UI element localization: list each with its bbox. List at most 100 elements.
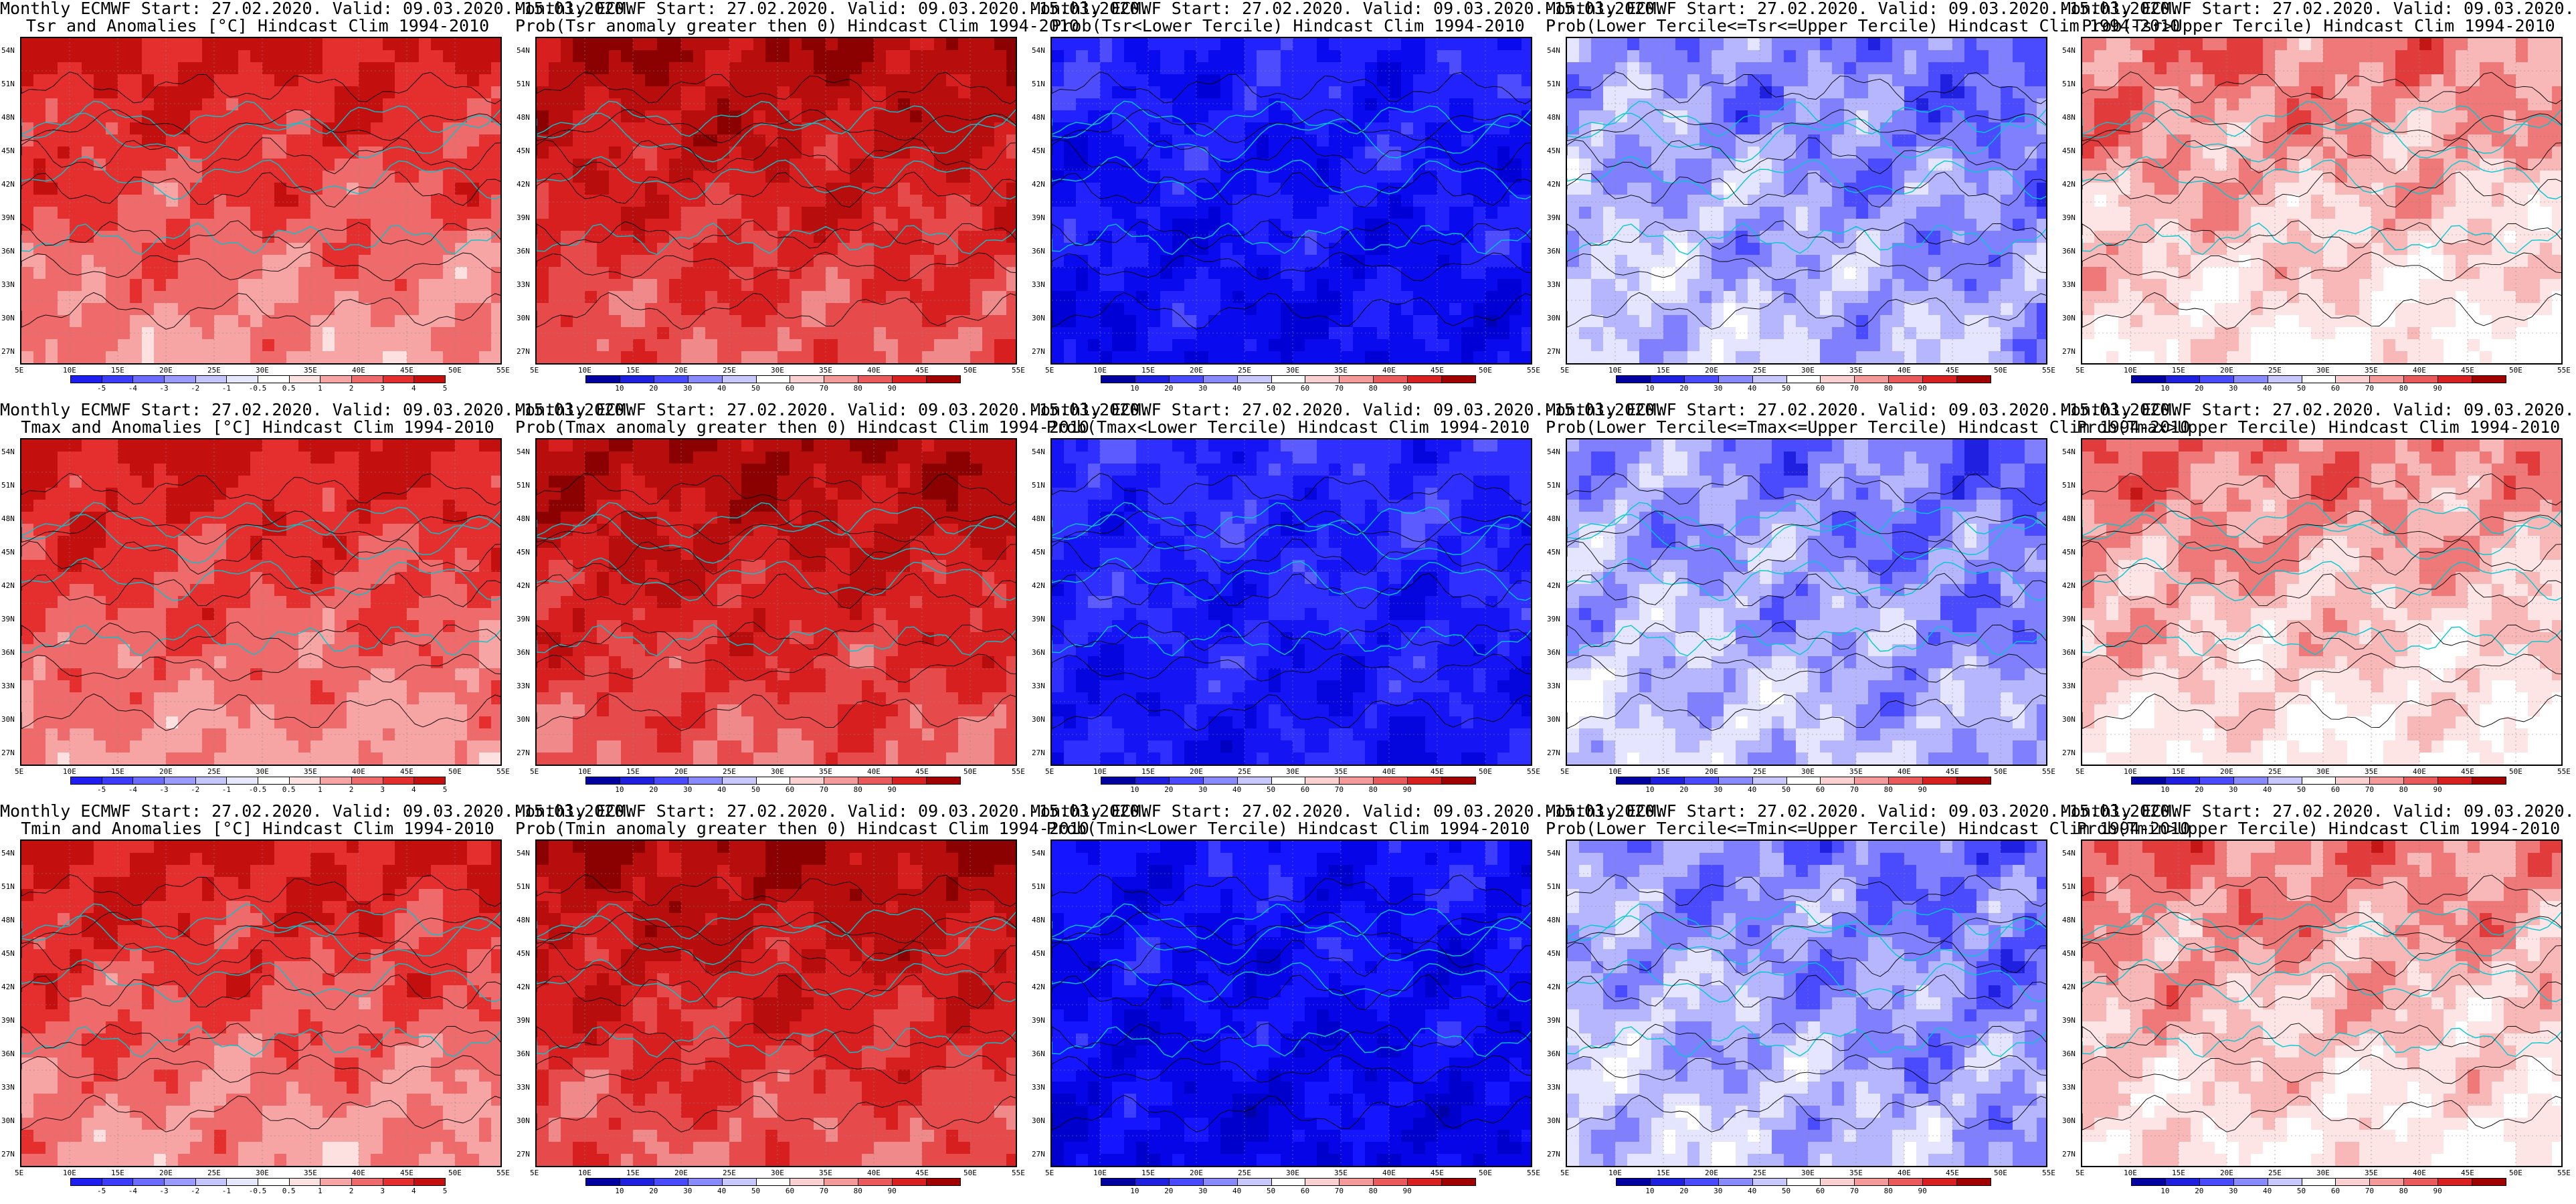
colorbar-swatch <box>1373 375 1408 383</box>
latitude-label: 51N <box>1032 80 1045 88</box>
latitude-label: 54N <box>1032 46 1045 55</box>
colorbar-swatch <box>195 375 227 383</box>
latitude-label: 30N <box>1032 1116 1045 1125</box>
colorbar-swatch <box>1101 375 1135 383</box>
colorbar-tick-label: 20 <box>1679 1187 1689 1195</box>
latitude-label: 48N <box>2062 916 2076 924</box>
panel-title-line1: Monthly ECMWF Start: 27.02.2020. Valid: … <box>1546 801 2181 821</box>
colorbar-swatch <box>2301 375 2336 383</box>
longitude-label: 45E <box>2461 1169 2474 1177</box>
latitude-label: 54N <box>1 46 15 55</box>
colorbar-swatch <box>132 375 165 383</box>
latitude-label: 51N <box>1032 481 1045 490</box>
colorbar-tick-label: -1 <box>221 1187 231 1195</box>
colorbar-swatch <box>926 777 961 785</box>
latitude-label: 27N <box>517 1150 530 1159</box>
panel-title-line2: Prob(Tmax anomaly greater then 0) Hindca… <box>515 417 1089 437</box>
colorbar-tick-label: 30 <box>1714 785 1723 794</box>
colorbar-swatch <box>1683 375 1719 383</box>
latitude-label: 36N <box>1032 1049 1045 1058</box>
colorbar-swatch <box>755 1178 791 1186</box>
colorbar-swatch <box>2131 777 2166 785</box>
latitude-label: 30N <box>517 715 530 724</box>
latitude-label: 39N <box>2062 1016 2076 1025</box>
map-field <box>537 439 1016 765</box>
longitude-label: 25E <box>1238 366 1251 375</box>
colorbar-tick-label: 90 <box>1402 785 1412 794</box>
longitude-label: 15E <box>626 1169 640 1177</box>
latitude-label: 33N <box>2062 280 2076 289</box>
colorbar-tick-label: 40 <box>717 1187 727 1195</box>
colorbar-tick-label: 60 <box>785 785 795 794</box>
colorbar-swatch <box>413 1178 446 1186</box>
longitude-label: 25E <box>2268 1169 2282 1177</box>
panel-title-line2: Prob(Tsr>Upper Tercile) Hindcast Clim 19… <box>2082 16 2555 35</box>
longitude-label: 55E <box>1527 767 1540 776</box>
colorbar-swatch <box>288 1178 321 1186</box>
colorbar-swatch <box>1718 375 1753 383</box>
longitude-label: 40E <box>1898 1169 1911 1177</box>
longitude-label: 5E <box>1045 1169 1054 1177</box>
latitude-label: 33N <box>517 1083 530 1092</box>
colorbar-swatch <box>2472 777 2506 785</box>
map-field <box>2082 38 2561 363</box>
colorbar-swatch <box>351 375 383 383</box>
colorbar-tick-label: 40 <box>1232 785 1242 794</box>
colorbar-swatch <box>132 777 165 785</box>
colorbar-swatch <box>1752 1178 1787 1186</box>
longitude-label: 30E <box>1286 767 1299 776</box>
colorbar-tick-label: 70 <box>2365 384 2374 393</box>
colorbar-swatch <box>1683 777 1719 785</box>
longitude-label: 15E <box>626 366 640 375</box>
longitude-label: 35E <box>2365 1169 2378 1177</box>
latitude-label: 45N <box>2062 548 2076 557</box>
colorbar-tick-label: 20 <box>2195 384 2204 393</box>
map-plot <box>535 37 1017 365</box>
longitude-label: 40E <box>867 366 881 375</box>
colorbar-swatch <box>101 777 134 785</box>
latitude-label: 27N <box>517 347 530 356</box>
colorbar-tick-label: 50 <box>1266 1187 1276 1195</box>
colorbar-swatch <box>687 375 723 383</box>
colorbar: -5 -4 -3 -2 -1 -0.5 0.5 1 2 3 4 5 <box>70 375 447 395</box>
longitude-label: 15E <box>1141 366 1155 375</box>
latitude-label: 54N <box>1547 849 1560 858</box>
longitude-label: 20E <box>1705 366 1718 375</box>
colorbar-swatch <box>413 375 446 383</box>
colorbar-tick-label: 20 <box>649 785 658 794</box>
colorbar-swatch <box>1305 375 1340 383</box>
colorbar-swatch <box>1888 1178 1924 1186</box>
colorbar-swatch <box>1202 777 1238 785</box>
colorbar-tick-label: 50 <box>2296 384 2306 393</box>
colorbar-swatch <box>164 375 196 383</box>
forecast-panel: Monthly ECMWF Start: 27.02.2020. Valid: … <box>1546 401 2190 803</box>
colorbar-tick-label: 70 <box>1849 384 1859 393</box>
latitude-label: 27N <box>2062 748 2076 757</box>
latitude-label: 27N <box>1547 748 1560 757</box>
colorbar-swatch <box>2131 1178 2166 1186</box>
longitude-label: 15E <box>1141 767 1155 776</box>
colorbar-swatch <box>1339 777 1374 785</box>
colorbar-tick-label: 80 <box>1368 1187 1378 1195</box>
latitude-label: 33N <box>2062 1083 2076 1092</box>
longitude-label: 30E <box>256 366 269 375</box>
colorbar-swatch <box>1305 1178 1340 1186</box>
map-plot <box>1050 37 1532 365</box>
colorbar-tick-label: -2 <box>191 384 200 393</box>
colorbar-tick-label: 20 <box>1679 384 1689 393</box>
colorbar-tick-label: 90 <box>1918 1187 1927 1195</box>
latitude-label: 48N <box>1 916 15 924</box>
colorbar-tick-label: 20 <box>2195 785 2204 794</box>
colorbar-swatch <box>1134 777 1170 785</box>
latitude-label: 48N <box>517 916 530 924</box>
longitude-label: 50E <box>963 366 977 375</box>
longitude-label: 10E <box>1093 366 1107 375</box>
colorbar-tick-label: 40 <box>717 384 727 393</box>
longitude-label: 50E <box>1479 366 1492 375</box>
colorbar-tick-label: -2 <box>191 1187 200 1195</box>
forecast-panel: Monthly ECMWF Start: 27.02.2020. Valid: … <box>0 803 634 1204</box>
colorbar: 10 20 30 40 50 60 70 80 90 <box>1616 1178 1991 1198</box>
latitude-label: 30N <box>517 314 530 322</box>
latitude-label: 51N <box>517 882 530 891</box>
longitude-label: 25E <box>723 1169 736 1177</box>
